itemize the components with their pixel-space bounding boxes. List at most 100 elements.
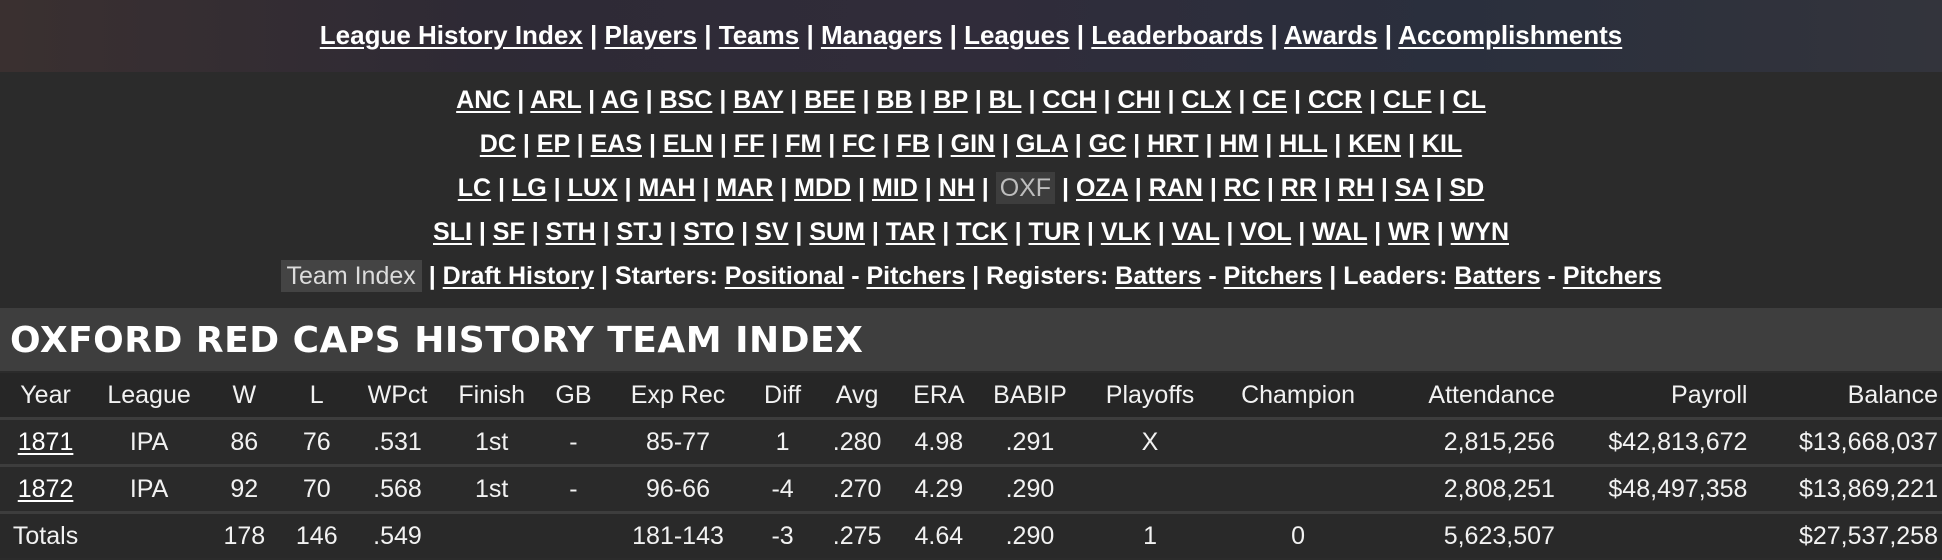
team-link-hll[interactable]: HLL bbox=[1279, 130, 1328, 158]
nav-managers[interactable]: Managers bbox=[820, 20, 943, 50]
team-link-lux[interactable]: LUX bbox=[567, 174, 618, 202]
team-link-sli[interactable]: SLI bbox=[433, 218, 472, 246]
team-link-dc[interactable]: DC bbox=[479, 130, 516, 158]
team-link-lg[interactable]: LG bbox=[511, 174, 547, 202]
team-link-arl[interactable]: ARL bbox=[530, 86, 582, 114]
team-link-sv[interactable]: SV bbox=[755, 218, 789, 246]
team-link-anc[interactable]: ANC bbox=[456, 86, 511, 114]
nav-league-history-index[interactable]: League History Index bbox=[319, 20, 583, 50]
team-link-nh[interactable]: NH bbox=[938, 174, 975, 202]
team-link-ran[interactable]: RAN bbox=[1148, 174, 1203, 202]
team-link-wyn[interactable]: WYN bbox=[1450, 218, 1509, 246]
col-attendance[interactable]: Attendance bbox=[1376, 373, 1559, 419]
totals-row: Totals 178 146 .549 181-143 -3 .275 4.64… bbox=[0, 511, 1942, 558]
team-link-bb[interactable]: BB bbox=[876, 86, 913, 114]
col-wpct[interactable]: WPct bbox=[351, 373, 444, 419]
team-link-ce[interactable]: CE bbox=[1252, 86, 1288, 114]
col-league[interactable]: League bbox=[91, 373, 208, 419]
team-link-ep[interactable]: EP bbox=[536, 130, 570, 158]
team-link-vlk[interactable]: VLK bbox=[1100, 218, 1151, 246]
team-link-fb[interactable]: FB bbox=[896, 130, 930, 158]
team-link-rr[interactable]: RR bbox=[1280, 174, 1317, 202]
team-link-bee[interactable]: BEE bbox=[804, 86, 856, 114]
registers-batters-link[interactable]: Batters bbox=[1115, 262, 1202, 290]
team-link-mah[interactable]: MAH bbox=[638, 174, 696, 202]
team-link-chi[interactable]: CHI bbox=[1117, 86, 1161, 114]
col-gb[interactable]: GB bbox=[540, 373, 607, 419]
col-avg[interactable]: Avg bbox=[815, 373, 899, 419]
draft-history-link[interactable]: Draft History bbox=[442, 262, 595, 290]
team-link-tck[interactable]: TCK bbox=[956, 218, 1008, 246]
team-link-gc[interactable]: GC bbox=[1088, 130, 1127, 158]
team-link-cch[interactable]: CCH bbox=[1042, 86, 1097, 114]
year-link[interactable]: 1871 bbox=[17, 427, 74, 456]
team-link-bp[interactable]: BP bbox=[933, 86, 968, 114]
col-payroll[interactable]: Payroll bbox=[1558, 373, 1752, 419]
team-link-oza[interactable]: OZA bbox=[1075, 174, 1128, 202]
team-link-sum[interactable]: SUM bbox=[809, 218, 865, 246]
team-link-bl[interactable]: BL bbox=[988, 86, 1022, 114]
team-link-gin[interactable]: GIN bbox=[950, 130, 996, 158]
team-link-wal[interactable]: WAL bbox=[1312, 218, 1368, 246]
team-link-tar[interactable]: TAR bbox=[885, 218, 936, 246]
leaders-batters-link[interactable]: Batters bbox=[1454, 262, 1541, 290]
team-link-sd[interactable]: SD bbox=[1449, 174, 1485, 202]
nav-players[interactable]: Players bbox=[604, 20, 698, 50]
nav-awards[interactable]: Awards bbox=[1284, 20, 1378, 50]
starters-pitchers-link[interactable]: Pitchers bbox=[866, 262, 966, 290]
team-link-rh[interactable]: RH bbox=[1337, 174, 1374, 202]
team-link-ken[interactable]: KEN bbox=[1348, 130, 1402, 158]
col-babip[interactable]: BABIP bbox=[979, 373, 1081, 419]
team-link-stj[interactable]: STJ bbox=[616, 218, 663, 246]
team-link-clf[interactable]: CLF bbox=[1383, 86, 1432, 114]
team-link-rc[interactable]: RC bbox=[1223, 174, 1260, 202]
year-link[interactable]: 1872 bbox=[17, 474, 74, 503]
payroll-cell bbox=[1558, 511, 1752, 558]
team-link-hrt[interactable]: HRT bbox=[1147, 130, 1199, 158]
team-link-mid[interactable]: MID bbox=[871, 174, 918, 202]
team-link-val[interactable]: VAL bbox=[1171, 218, 1220, 246]
team-link-clx[interactable]: CLX bbox=[1181, 86, 1232, 114]
avg-cell: .275 bbox=[815, 511, 899, 558]
nav-accomplishments[interactable]: Accomplishments bbox=[1398, 20, 1623, 50]
team-link-cl[interactable]: CL bbox=[1452, 86, 1486, 114]
leaders-pitchers-link[interactable]: Pitchers bbox=[1562, 262, 1662, 290]
registers-pitchers-link[interactable]: Pitchers bbox=[1223, 262, 1323, 290]
team-link-lc[interactable]: LC bbox=[457, 174, 492, 202]
team-link-ff[interactable]: FF bbox=[733, 130, 765, 158]
team-link-fm[interactable]: FM bbox=[785, 130, 822, 158]
team-link-vol[interactable]: VOL bbox=[1240, 218, 1292, 246]
col-balance[interactable]: Balance bbox=[1751, 373, 1942, 419]
team-link-wr[interactable]: WR bbox=[1388, 218, 1430, 246]
team-link-sto[interactable]: STO bbox=[683, 218, 735, 246]
col-l[interactable]: L bbox=[281, 373, 352, 419]
col-w[interactable]: W bbox=[207, 373, 282, 419]
col-diff[interactable]: Diff bbox=[749, 373, 816, 419]
team-link-ccr[interactable]: CCR bbox=[1307, 86, 1363, 114]
team-link-eas[interactable]: EAS bbox=[590, 130, 642, 158]
team-link-mar[interactable]: MAR bbox=[716, 174, 774, 202]
team-link-kil[interactable]: KIL bbox=[1421, 130, 1463, 158]
team-link-ag[interactable]: AG bbox=[601, 86, 639, 114]
team-link-sa[interactable]: SA bbox=[1394, 174, 1429, 202]
team-link-hm[interactable]: HM bbox=[1219, 130, 1259, 158]
team-link-tur[interactable]: TUR bbox=[1028, 218, 1080, 246]
col-champion[interactable]: Champion bbox=[1219, 373, 1377, 419]
team-link-sf[interactable]: SF bbox=[492, 218, 525, 246]
starters-positional-link[interactable]: Positional bbox=[724, 262, 845, 290]
team-link-bsc[interactable]: BSC bbox=[659, 86, 713, 114]
nav-leaderboards[interactable]: Leaderboards bbox=[1091, 20, 1264, 50]
team-link-sth[interactable]: STH bbox=[545, 218, 596, 246]
team-link-gla[interactable]: GLA bbox=[1016, 130, 1068, 158]
nav-leagues[interactable]: Leagues bbox=[964, 20, 1070, 50]
col-exp-rec[interactable]: Exp Rec bbox=[606, 373, 750, 419]
col-playoffs[interactable]: Playoffs bbox=[1080, 373, 1220, 419]
col-finish[interactable]: Finish bbox=[443, 373, 541, 419]
team-link-fc[interactable]: FC bbox=[842, 130, 876, 158]
col-year[interactable]: Year bbox=[0, 373, 92, 419]
team-link-bay[interactable]: BAY bbox=[733, 86, 784, 114]
team-link-mdd[interactable]: MDD bbox=[794, 174, 852, 202]
col-era[interactable]: ERA bbox=[898, 373, 980, 419]
team-link-eln[interactable]: ELN bbox=[662, 130, 713, 158]
nav-teams[interactable]: Teams bbox=[718, 20, 800, 50]
